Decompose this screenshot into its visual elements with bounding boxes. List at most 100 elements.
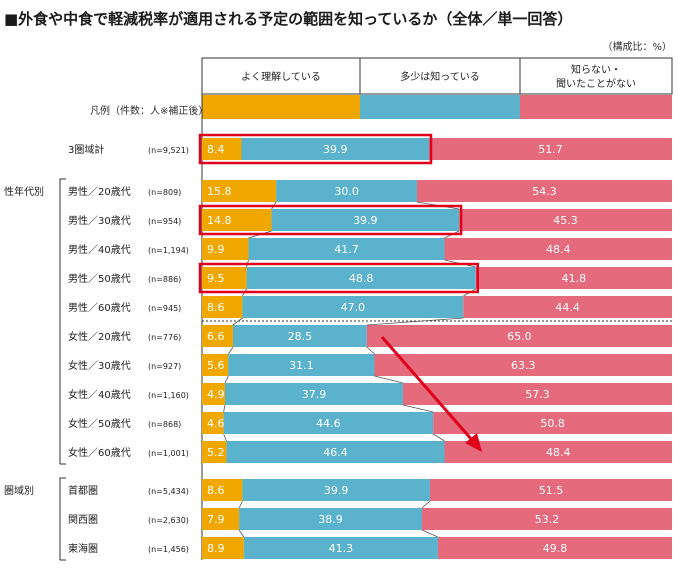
data-label: 39.9 — [324, 484, 349, 497]
connector-line — [238, 529, 245, 538]
bar-segment — [223, 412, 434, 434]
legend-box — [519, 57, 673, 95]
bar-segment — [246, 267, 476, 289]
bar-segment — [225, 383, 403, 405]
bar-segment — [202, 383, 226, 405]
bar-segment — [202, 296, 243, 318]
data-label: 46.4 — [323, 446, 348, 459]
bar-segment — [271, 209, 460, 231]
row-label: 首都圏 — [68, 484, 98, 497]
bar-segment — [202, 508, 240, 530]
data-label: 50.8 — [540, 417, 565, 430]
bar-segment — [429, 479, 672, 501]
row-n: (n=954) — [148, 217, 181, 226]
data-label: 48.4 — [546, 446, 571, 459]
bar-segment — [202, 209, 272, 231]
row-n: (n=1,194) — [148, 246, 189, 255]
data-label: 5.2 — [207, 446, 225, 459]
bar-segment — [202, 138, 242, 160]
connector-line — [402, 404, 434, 413]
data-label: 8.4 — [207, 143, 225, 156]
connector-line — [223, 433, 227, 442]
legend-label: 多少は知っている — [400, 70, 480, 83]
connector-line — [374, 375, 404, 384]
row-label: 男性／30歳代 — [68, 214, 131, 227]
legend-box — [201, 57, 361, 95]
legend-box — [359, 57, 521, 95]
data-label: 8.6 — [207, 301, 225, 314]
row-n: (n=1,456) — [148, 545, 189, 554]
row-n: (n=927) — [148, 362, 181, 371]
connector-line — [421, 529, 439, 538]
bar-segment — [374, 354, 672, 376]
bar-segment — [242, 479, 430, 501]
data-label: 44.6 — [316, 417, 341, 430]
data-label: 28.5 — [288, 330, 313, 343]
data-label: 4.9 — [207, 388, 225, 401]
legend-swatch — [520, 95, 672, 119]
data-label: 8.6 — [207, 484, 225, 497]
data-label: 8.9 — [207, 542, 225, 555]
data-label: 51.7 — [538, 143, 563, 156]
connector-line — [224, 375, 229, 384]
bar-segment — [202, 325, 233, 347]
row-label: 男性／40歳代 — [68, 243, 131, 256]
bar-segment — [202, 238, 249, 260]
bar-segment — [429, 138, 672, 160]
bar-segment — [243, 537, 438, 559]
bar-segment — [239, 508, 422, 530]
bar-segment — [202, 354, 229, 376]
bar-segment — [421, 508, 672, 530]
data-label: 44.4 — [555, 301, 580, 314]
bar-segment — [366, 325, 672, 347]
bar-segment — [226, 441, 445, 463]
data-label: 7.9 — [207, 513, 225, 526]
row-label: 男性／20歳代 — [68, 185, 131, 198]
row-n: (n=886) — [148, 275, 181, 284]
group-label: 圏域別 — [4, 484, 34, 497]
bar-segment — [202, 180, 277, 202]
bar-segment — [459, 209, 672, 231]
bar-segment — [444, 238, 672, 260]
group-bracket — [59, 477, 66, 561]
connector-line — [232, 317, 243, 326]
data-label: 41.7 — [334, 243, 359, 256]
data-label: 41.3 — [329, 542, 354, 555]
data-label: 63.3 — [511, 359, 536, 372]
bar-segment — [202, 441, 227, 463]
data-label: 53.2 — [535, 513, 560, 526]
highlight-box — [198, 262, 479, 294]
bar-segment — [437, 537, 672, 559]
legend-label: 聞いたことがない — [556, 77, 636, 90]
row-label: 女性／40歳代 — [68, 388, 131, 401]
data-label: 51.5 — [539, 484, 564, 497]
highlight-box — [198, 133, 433, 165]
legend-label: 知らない・ — [571, 63, 621, 76]
data-label: 4.6 — [207, 417, 225, 430]
data-label: 39.9 — [353, 214, 378, 227]
connector-line — [227, 346, 234, 355]
data-label: 57.3 — [525, 388, 550, 401]
row-n: (n=868) — [148, 420, 181, 429]
data-label: 5.6 — [207, 359, 225, 372]
row-label: 東海圏 — [68, 542, 98, 555]
highlight-box — [198, 204, 463, 236]
bar-segment — [241, 138, 430, 160]
data-label: 54.3 — [532, 185, 557, 198]
legend-swatch — [202, 95, 360, 119]
data-label: 48.4 — [546, 243, 571, 256]
row-label: 男性／50歳代 — [68, 272, 131, 285]
row-label: 女性／60歳代 — [68, 446, 131, 459]
data-label: 31.1 — [289, 359, 314, 372]
bar-segment — [202, 412, 224, 434]
data-label: 15.8 — [207, 185, 232, 198]
row-n: (n=1,001) — [148, 449, 189, 458]
bar-segment — [276, 180, 418, 202]
data-label: 14.8 — [207, 214, 232, 227]
group-bracket — [59, 178, 66, 465]
bar-segment — [232, 325, 367, 347]
bar-segment — [402, 383, 672, 405]
row-n: (n=945) — [148, 304, 181, 313]
trend-arrow-head — [465, 433, 482, 452]
data-label: 47.0 — [341, 301, 366, 314]
